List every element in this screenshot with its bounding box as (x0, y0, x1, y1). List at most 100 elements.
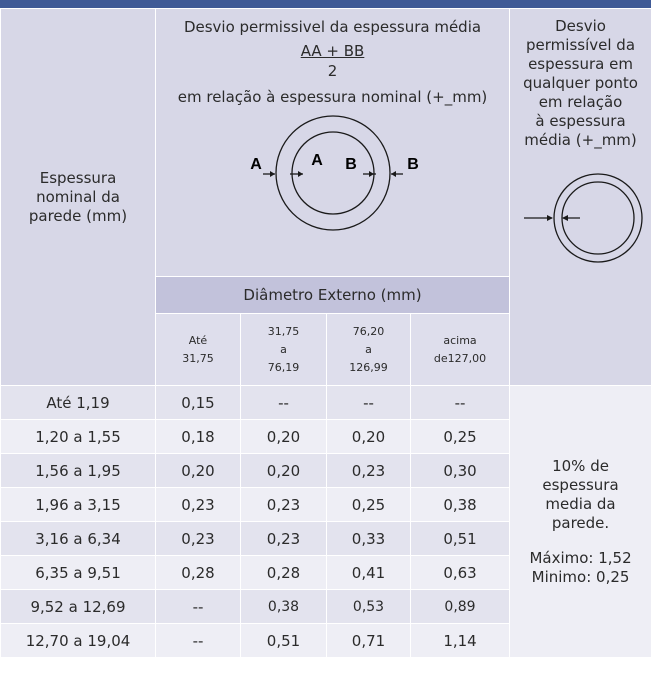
arrow-b-outer-head (390, 171, 396, 177)
value-cell: 0,20 (155, 453, 241, 488)
any-point-line: em relação (538, 93, 623, 111)
thickness-header-line: parede (mm) (28, 206, 128, 225)
value-cell: 0,23 (155, 521, 241, 556)
value-cell: 0,25 (326, 487, 411, 522)
top-bar (0, 0, 651, 8)
diameter-range-2: 31,75 a 76,19 (240, 313, 327, 386)
value-cell: 0,33 (326, 521, 411, 556)
value-cell: 0,25 (409, 419, 511, 454)
average-deviation-title: Desvio permissivel da espessura média (183, 18, 482, 36)
note-line: media da (545, 494, 616, 513)
label-b-inner: B (345, 156, 357, 173)
thickness-header-line: Espessura (39, 168, 117, 187)
formula-denominator: 2 (327, 62, 338, 80)
value-cell: 0,20 (326, 419, 411, 454)
thickness-cell: Até 1,19 (0, 385, 156, 420)
value-cell: 0,51 (409, 521, 511, 556)
value-cell: -- (155, 589, 241, 624)
thickness-header-line: nominal da (36, 187, 120, 206)
table-row: 1,56 a 1,95 0,20 0,20 0,23 0,30 (0, 453, 651, 488)
any-point-line: Desvio (555, 17, 606, 35)
value-cell: 0,89 (409, 589, 511, 624)
thickness-cell: 1,96 a 3,15 (0, 487, 156, 522)
value-cell: 0,38 (409, 487, 511, 522)
range-line: 126,99 (349, 360, 388, 374)
value-cell: 0,20 (240, 453, 327, 488)
average-deviation-relation: em relação à espessura nominal (+_mm) (177, 88, 488, 106)
thickness-cell: 12,70 a 19,04 (0, 623, 156, 658)
left-arrow-head (546, 215, 553, 221)
outer-diameter-band: Diâmetro Externo (mm) (154, 276, 511, 314)
diameter-range-1: Até 31,75 (155, 313, 241, 386)
average-deviation-header: Desvio permissivel da espessura média AA… (154, 8, 511, 277)
label-a-outer: A (250, 156, 262, 173)
value-cell: -- (155, 623, 241, 658)
note-line: 10% de (552, 456, 609, 475)
value-cell: 0,51 (240, 623, 327, 658)
outer-circle (552, 173, 643, 263)
outer-circle (274, 115, 391, 231)
range-line: 76,20 (352, 324, 385, 338)
right-arrow-head (561, 215, 568, 221)
value-cell: 0,30 (409, 453, 511, 488)
value-cell: 0,63 (409, 555, 511, 590)
inner-circle (290, 131, 375, 215)
diameter-range-4: acima de127,00 (409, 313, 511, 386)
arrow-a-outer-head (269, 171, 275, 177)
diameter-range-3: 76,20 a 126,99 (326, 313, 411, 386)
value-cell: 0,23 (240, 521, 327, 556)
thickness-cell: 6,35 a 9,51 (0, 555, 156, 590)
value-cell: 0,28 (155, 555, 241, 590)
thickness-cell: 9,52 a 12,69 (0, 589, 156, 624)
label-b-outer: B (407, 156, 419, 173)
value-cell: 0,38 (240, 589, 327, 624)
value-cell: 1,14 (409, 623, 511, 658)
thickness-deviation-table: Espessura nominal da parede (mm) Desvio … (0, 8, 651, 658)
value-cell: 0,23 (240, 487, 327, 522)
note-line: parede. (551, 513, 610, 532)
range-line: Até (188, 333, 208, 347)
range-line: 76,19 (267, 360, 300, 374)
any-point-line: permissível da (526, 36, 636, 54)
value-cell: 0,71 (326, 623, 411, 658)
value-cell: -- (240, 385, 327, 420)
any-point-line: espessura em (528, 55, 633, 73)
table-row: 1,20 a 1,55 0,18 0,20 0,20 0,25 (0, 419, 651, 454)
table-row: 1,96 a 3,15 0,23 0,23 0,25 0,38 (0, 487, 651, 522)
any-point-note: 10% de espessura media da parede. Máximo… (509, 385, 651, 658)
value-cell: -- (326, 385, 411, 420)
table-row: 9,52 a 12,69 -- 0,38 0,53 0,89 (0, 589, 651, 624)
arrow-b-inner-head (368, 171, 374, 177)
value-cell: 0,20 (240, 419, 327, 454)
any-point-line: qualquer ponto (523, 74, 638, 92)
note-min: Minimo: 0,25 (531, 567, 630, 586)
thickness-cell: 1,20 a 1,55 (0, 419, 156, 454)
range-line: a (365, 342, 372, 356)
range-line: acima (443, 333, 477, 347)
thickness-column-header: Espessura nominal da parede (mm) (0, 8, 156, 386)
any-point-deviation-header: Desvio permissível da espessura em qualq… (509, 8, 651, 386)
value-cell: -- (409, 385, 511, 420)
value-cell: 0,23 (155, 487, 241, 522)
range-line: 31,75 (267, 324, 300, 338)
table-row: Até 1,19 0,15 -- -- -- 10% de espessura … (0, 385, 651, 658)
note-line: espessura (542, 475, 619, 494)
thickness-cell: 1,56 a 1,95 (0, 453, 156, 488)
value-cell: 0,53 (326, 589, 411, 624)
arrow-a-inner-head (297, 171, 303, 177)
value-cell: 0,18 (155, 419, 241, 454)
note-max: Máximo: 1,52 (529, 548, 632, 567)
label-a-inner: A (311, 152, 323, 169)
value-cell: 0,41 (326, 555, 411, 590)
formula: AA + BB 2 (301, 41, 365, 81)
thickness-cell: 3,16 a 6,34 (0, 521, 156, 556)
value-cell: 0,23 (326, 453, 411, 488)
table-row: 12,70 a 19,04 -- 0,51 0,71 1,14 (0, 623, 651, 658)
value-cell: 0,28 (240, 555, 327, 590)
range-line: de127,00 (433, 351, 487, 365)
range-line: a (280, 342, 287, 356)
value-cell: 0,15 (155, 385, 241, 420)
range-line: 31,75 (182, 351, 214, 365)
any-point-diagram (523, 173, 643, 263)
